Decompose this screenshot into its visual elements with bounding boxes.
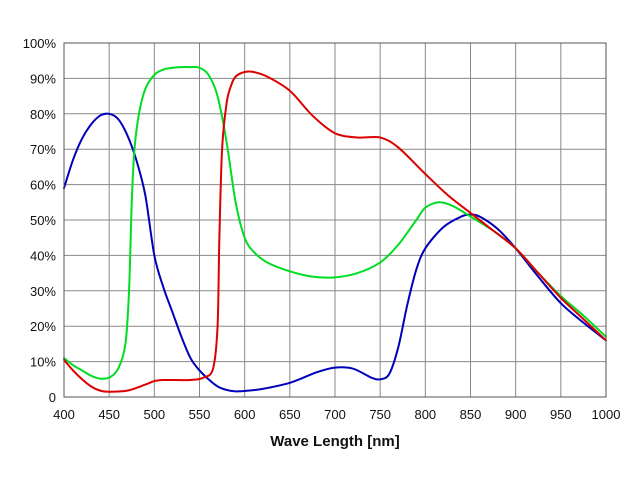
x-tick-label: 800 (414, 407, 436, 422)
x-axis-ticks: 400 450 500 550 600 650 700 750 800 850 900 950 1000 (53, 407, 620, 422)
x-tick-label: 650 (279, 407, 301, 422)
y-tick-label: 50% (30, 213, 56, 228)
y-tick-label: 100% (23, 36, 57, 51)
series-line-blue (63, 112, 607, 393)
series-group (63, 65, 607, 393)
y-tick-label: 60% (30, 178, 56, 193)
y-axis-ticks: 0 10% 20% 30% 40% 50% 60% 70% 80% 90% 100% (23, 36, 57, 405)
x-axis-title: Wave Length [nm] (270, 433, 399, 450)
x-tick-label: 400 (53, 407, 75, 422)
y-tick-label: 30% (30, 284, 56, 299)
plot-frame (63, 42, 607, 398)
y-tick-label: 10% (30, 355, 56, 370)
y-tick-label: 90% (30, 71, 56, 86)
x-tick-label: 450 (98, 407, 120, 422)
x-tick-label: 850 (460, 407, 482, 422)
x-tick-label: 1000 (592, 407, 621, 422)
y-tick-label: 70% (30, 142, 56, 157)
grid-lines (64, 43, 606, 397)
x-tick-label: 950 (550, 407, 572, 422)
y-tick-label: 40% (30, 248, 56, 263)
y-tick-label: 20% (30, 319, 56, 334)
x-tick-label: 900 (505, 407, 527, 422)
y-tick-label: 80% (30, 107, 56, 122)
x-tick-label: 700 (324, 407, 346, 422)
x-tick-label: 500 (143, 407, 165, 422)
x-tick-label: 550 (189, 407, 211, 422)
series-line-green (63, 65, 607, 380)
x-tick-label: 750 (369, 407, 391, 422)
y-tick-label: 0 (49, 390, 56, 405)
series-line-red (63, 70, 607, 393)
x-tick-label: 600 (234, 407, 256, 422)
